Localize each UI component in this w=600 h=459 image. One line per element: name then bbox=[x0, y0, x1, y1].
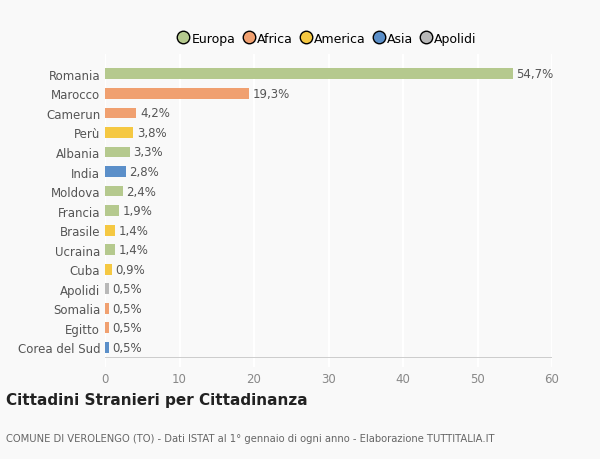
Text: 2,8%: 2,8% bbox=[130, 166, 160, 179]
Bar bbox=[105, 108, 136, 119]
Text: 0,5%: 0,5% bbox=[112, 322, 142, 335]
Bar bbox=[105, 128, 133, 139]
Bar bbox=[105, 245, 115, 256]
Bar bbox=[105, 69, 512, 80]
Bar bbox=[105, 264, 112, 275]
Text: COMUNE DI VEROLENGO (TO) - Dati ISTAT al 1° gennaio di ogni anno - Elaborazione : COMUNE DI VEROLENGO (TO) - Dati ISTAT al… bbox=[6, 433, 494, 442]
Text: 2,4%: 2,4% bbox=[127, 185, 157, 198]
Text: 0,5%: 0,5% bbox=[112, 302, 142, 315]
Text: 0,9%: 0,9% bbox=[115, 263, 145, 276]
Bar bbox=[105, 323, 109, 334]
Text: 4,2%: 4,2% bbox=[140, 107, 170, 120]
Bar bbox=[105, 147, 130, 158]
Bar bbox=[105, 89, 249, 100]
Bar bbox=[105, 186, 123, 197]
Bar bbox=[105, 284, 109, 295]
Text: 1,4%: 1,4% bbox=[119, 224, 149, 237]
Text: 19,3%: 19,3% bbox=[253, 88, 290, 101]
Bar bbox=[105, 225, 115, 236]
Text: 54,7%: 54,7% bbox=[516, 68, 553, 81]
Bar bbox=[105, 342, 109, 353]
Text: Cittadini Stranieri per Cittadinanza: Cittadini Stranieri per Cittadinanza bbox=[6, 392, 308, 407]
Bar bbox=[105, 167, 126, 178]
Text: 1,9%: 1,9% bbox=[123, 205, 153, 218]
Text: 1,4%: 1,4% bbox=[119, 244, 149, 257]
Text: 0,5%: 0,5% bbox=[112, 341, 142, 354]
Legend: Europa, Africa, America, Asia, Apolidi: Europa, Africa, America, Asia, Apolidi bbox=[178, 30, 479, 48]
Text: 3,3%: 3,3% bbox=[133, 146, 163, 159]
Bar bbox=[105, 303, 109, 314]
Text: 3,8%: 3,8% bbox=[137, 127, 167, 140]
Bar bbox=[105, 206, 119, 217]
Text: 0,5%: 0,5% bbox=[112, 283, 142, 296]
